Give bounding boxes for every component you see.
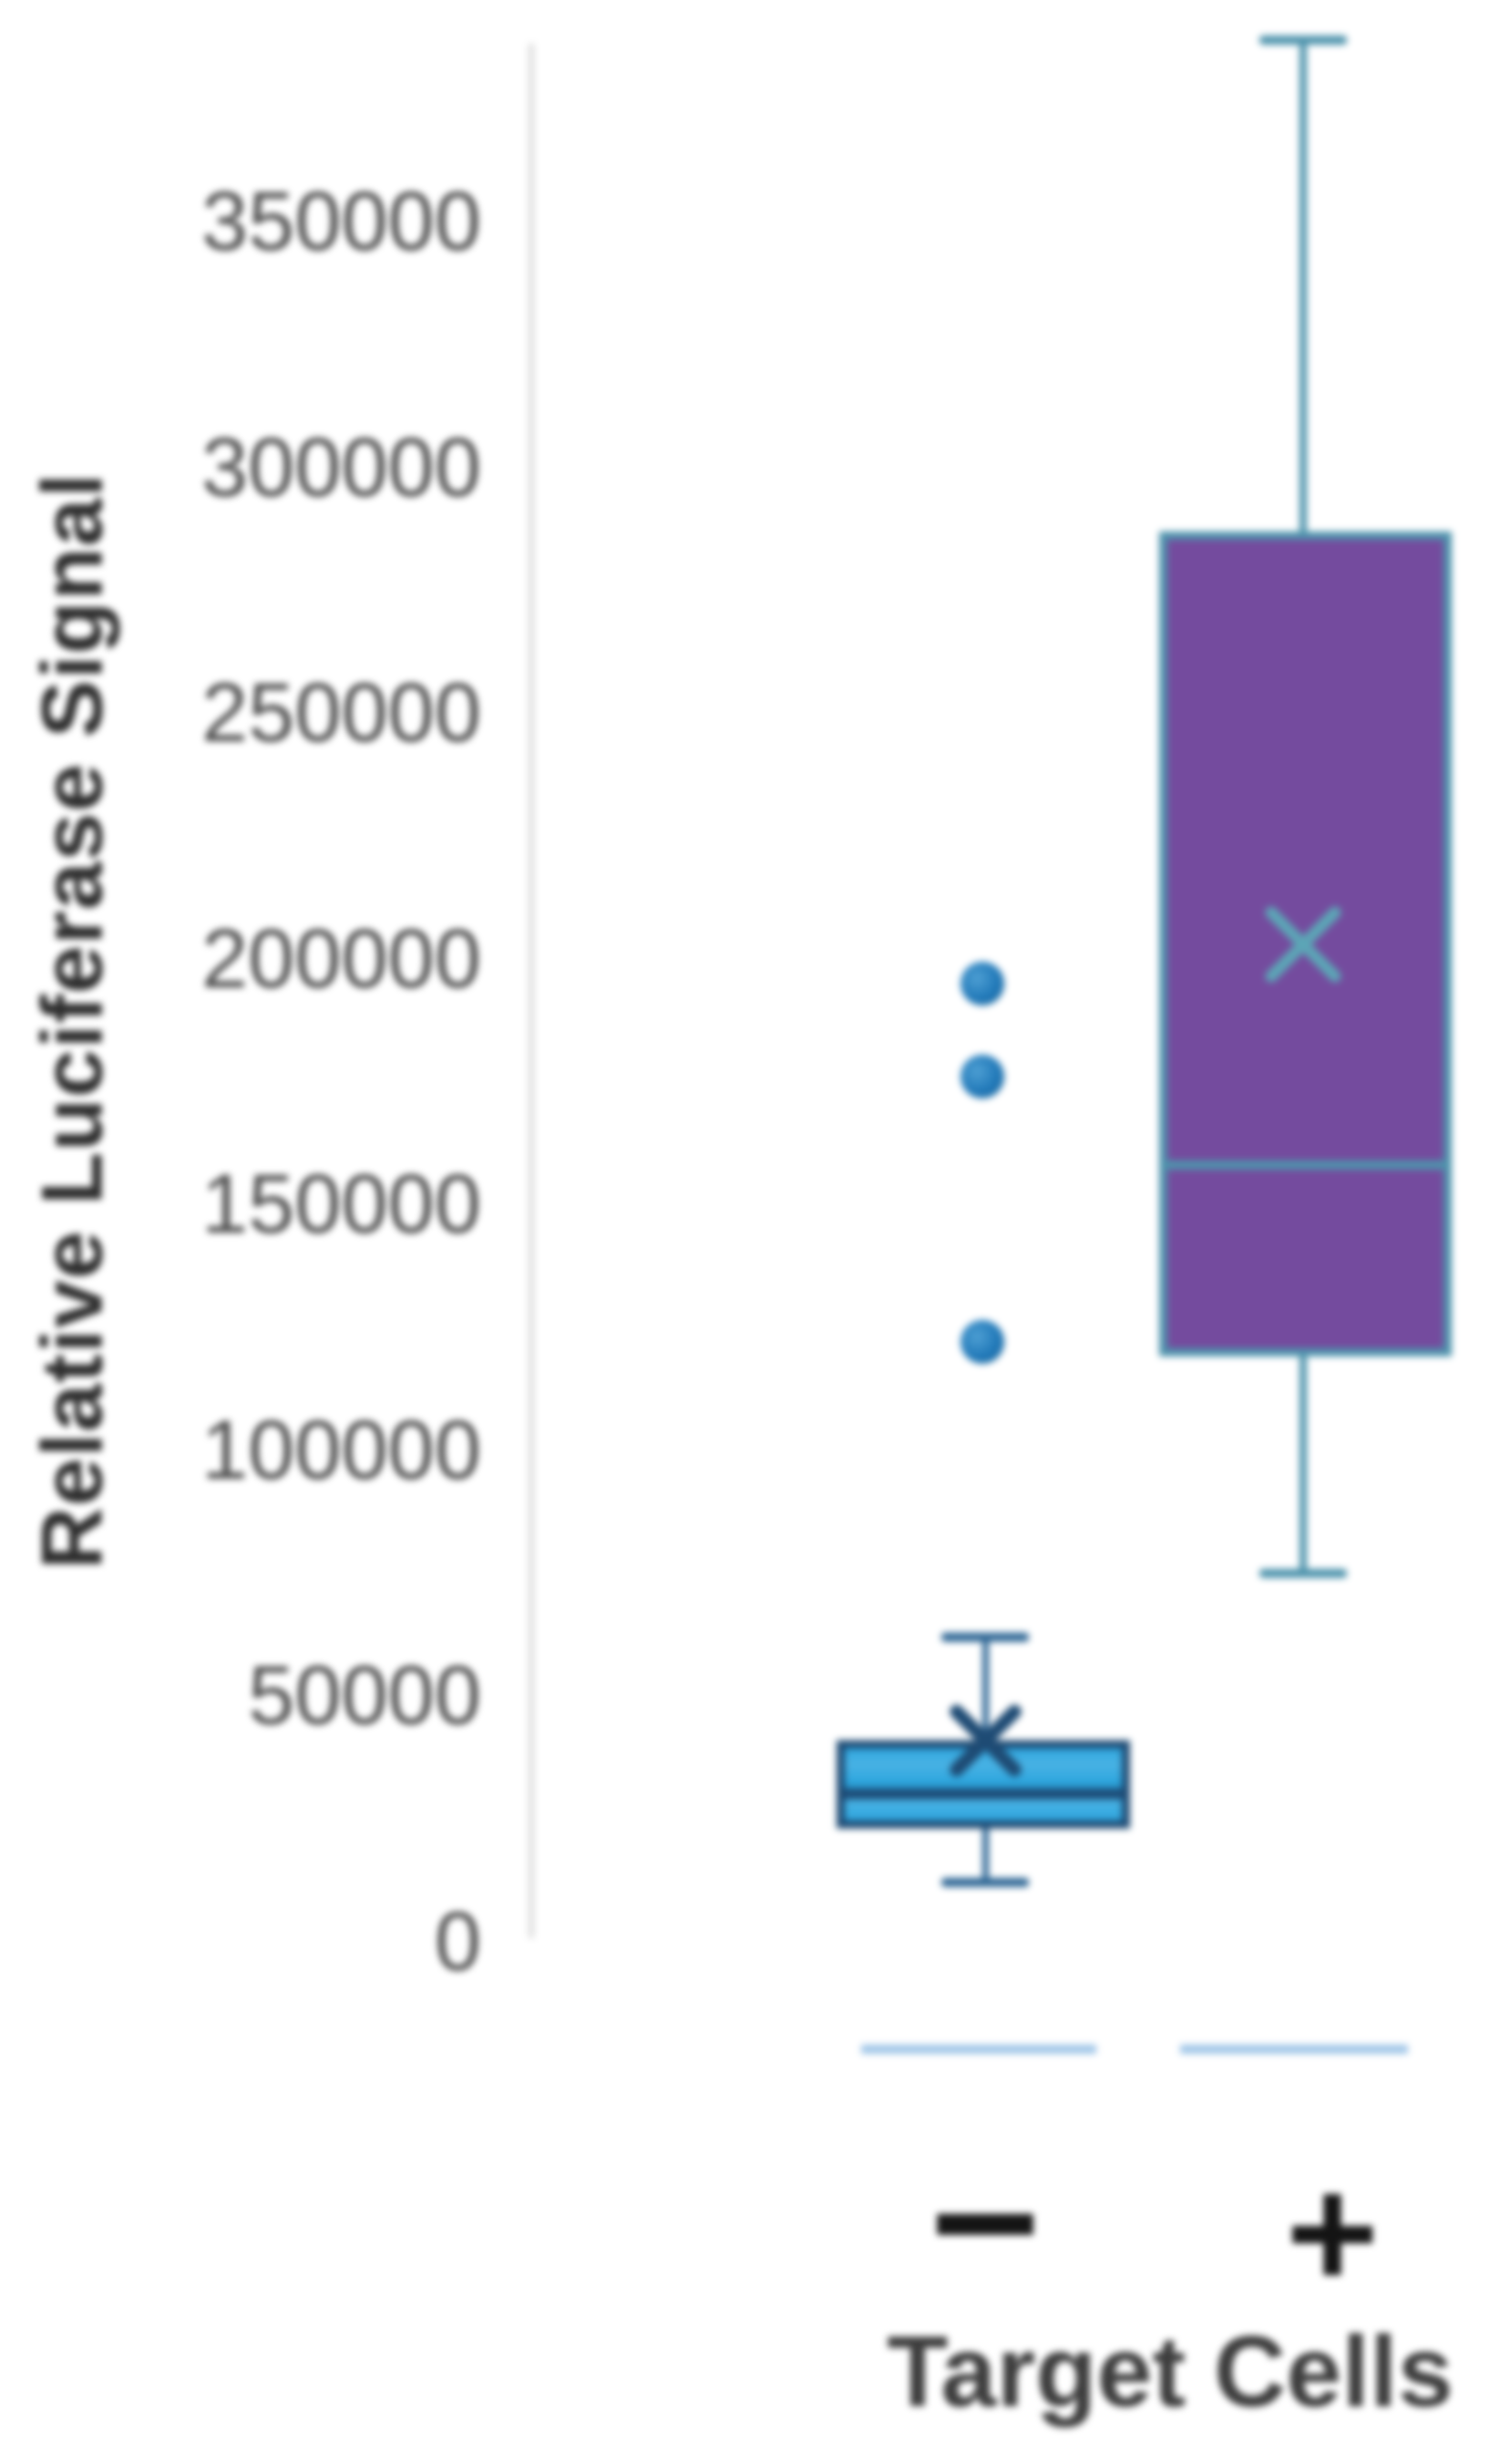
whisker-cap-min-plus — [1259, 1569, 1347, 1578]
median-line-minus — [843, 1789, 1124, 1799]
whisker-upper-plus — [1300, 40, 1307, 531]
outlier-dot-minus — [961, 962, 1004, 1005]
outlier-dot-minus — [961, 1320, 1004, 1364]
y-tick-label: 0 — [434, 1895, 481, 1988]
y-tick-label: 50000 — [248, 1649, 481, 1742]
whisker-lower-plus — [1300, 1356, 1307, 1573]
mean-marker-minus — [938, 1693, 1033, 1789]
y-axis-line — [529, 44, 534, 1938]
y-axis-tick-labels: 0 50000 100000 150000 200000 250000 300000 3500… — [0, 0, 481, 2464]
category-label-plus: + — [1285, 2144, 1380, 2323]
mean-marker-plus — [1252, 893, 1354, 995]
category-label-minus: − — [929, 2115, 1042, 2329]
whisker-cap-min-minus — [941, 1878, 1029, 1887]
y-tick-label: 200000 — [201, 912, 481, 1005]
whisker-cap-max-minus — [941, 1633, 1029, 1642]
y-tick-label: 250000 — [201, 666, 481, 759]
whisker-upper-minus — [981, 1637, 989, 1740]
y-tick-label: 150000 — [201, 1158, 481, 1251]
category-baseline-minus — [861, 2045, 1096, 2054]
outlier-dot-minus — [961, 1055, 1004, 1098]
y-tick-label: 100000 — [201, 1404, 481, 1497]
whisker-lower-minus — [981, 1829, 989, 1882]
category-baseline-plus — [1180, 2045, 1408, 2054]
y-tick-label: 300000 — [201, 421, 481, 514]
whisker-cap-max-plus — [1259, 36, 1347, 45]
x-axis-title: Target Cells — [887, 2315, 1454, 2428]
median-line-plus — [1166, 1160, 1445, 1170]
y-tick-label: 350000 — [201, 175, 481, 268]
